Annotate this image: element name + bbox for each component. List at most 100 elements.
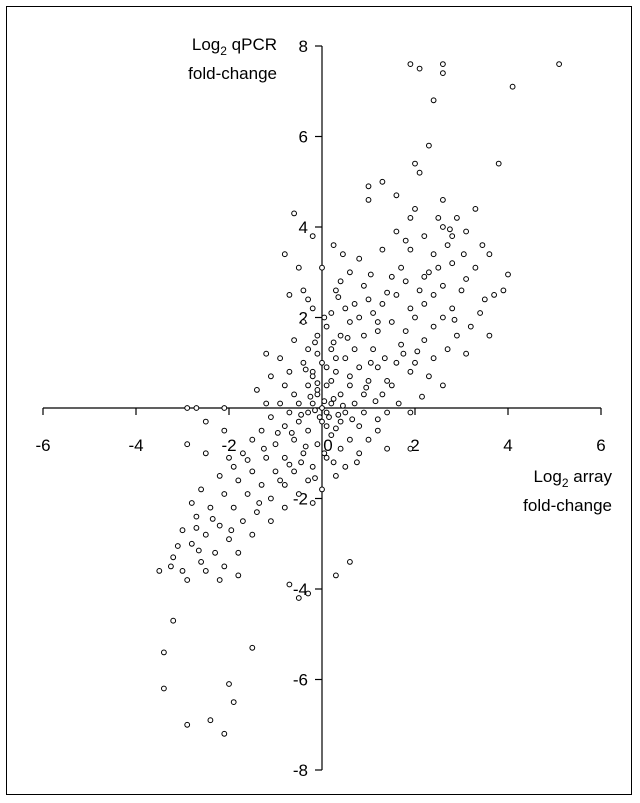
data-point xyxy=(221,427,228,434)
data-point xyxy=(354,459,360,466)
data-point xyxy=(281,504,288,511)
data-point xyxy=(305,296,312,303)
data-point xyxy=(407,246,414,253)
data-point xyxy=(440,197,446,203)
data-point xyxy=(309,305,316,312)
data-point xyxy=(430,292,437,298)
data-point xyxy=(463,276,470,282)
data-point xyxy=(393,292,400,298)
data-point xyxy=(184,405,191,411)
data-point xyxy=(295,595,302,601)
data-point xyxy=(230,463,237,470)
data-point xyxy=(486,332,493,339)
data-point xyxy=(319,359,325,366)
data-point xyxy=(261,445,267,452)
data-point xyxy=(402,237,409,244)
data-point xyxy=(402,328,409,335)
data-point xyxy=(305,382,312,389)
data-point xyxy=(309,373,316,380)
data-point xyxy=(230,504,237,511)
data-point xyxy=(179,568,186,574)
data-point xyxy=(309,463,316,470)
data-point xyxy=(347,382,353,389)
data-point xyxy=(333,287,339,294)
data-point xyxy=(321,398,328,405)
chart-frame xyxy=(6,6,632,795)
data-point xyxy=(295,491,302,497)
data-point xyxy=(379,178,386,185)
x-axis-title-line1: Log2 array xyxy=(533,467,612,490)
x-axis-title-line2: fold-change xyxy=(523,496,612,515)
data-point xyxy=(184,721,191,728)
data-point xyxy=(333,425,339,432)
data-point xyxy=(400,350,407,357)
data-point xyxy=(347,559,353,565)
data-point xyxy=(272,441,279,448)
data-point xyxy=(472,264,479,271)
data-point xyxy=(347,436,353,443)
data-point xyxy=(379,301,386,307)
data-point xyxy=(340,251,346,258)
data-point xyxy=(249,436,256,443)
data-point xyxy=(309,233,316,240)
data-point xyxy=(440,314,446,321)
data-point xyxy=(272,468,279,475)
data-point xyxy=(319,264,325,271)
data-point xyxy=(326,414,332,421)
data-point xyxy=(193,525,200,531)
x-tick-label: 0 xyxy=(323,436,332,455)
data-point xyxy=(388,382,395,389)
data-point xyxy=(421,273,428,280)
data-point xyxy=(388,319,395,325)
data-point xyxy=(430,97,437,104)
data-point xyxy=(454,332,460,339)
data-point xyxy=(412,206,418,212)
data-point xyxy=(414,348,421,355)
data-point xyxy=(193,405,200,411)
data-point xyxy=(430,323,437,330)
data-point xyxy=(244,457,251,463)
data-point xyxy=(295,418,302,425)
data-point xyxy=(440,61,446,67)
data-point xyxy=(221,491,228,497)
data-point xyxy=(321,450,328,457)
data-point xyxy=(463,228,470,235)
data-point xyxy=(509,83,516,90)
data-point xyxy=(316,414,323,421)
x-tick-label: 6 xyxy=(596,436,605,455)
y-axis-title-line2: fold-change xyxy=(188,64,277,83)
data-point xyxy=(402,278,409,285)
data-point xyxy=(268,495,274,502)
data-point xyxy=(449,305,456,312)
data-point xyxy=(281,382,288,389)
data-point xyxy=(321,314,328,321)
data-point xyxy=(161,649,167,656)
data-point xyxy=(330,339,337,346)
data-point xyxy=(240,450,246,457)
data-point xyxy=(286,292,293,298)
data-point xyxy=(337,445,344,452)
data-point xyxy=(314,441,321,448)
data-point xyxy=(216,473,223,479)
x-tick-label: -4 xyxy=(128,436,143,455)
data-point xyxy=(291,468,298,475)
data-point xyxy=(328,400,335,407)
data-point xyxy=(472,206,479,212)
data-point xyxy=(337,332,344,339)
data-point xyxy=(435,264,442,271)
data-point xyxy=(356,450,363,457)
data-point xyxy=(319,486,325,493)
data-point xyxy=(298,459,305,466)
data-point xyxy=(477,310,484,316)
data-point xyxy=(412,160,418,167)
data-point xyxy=(363,384,370,391)
data-point xyxy=(426,142,432,149)
data-point xyxy=(328,346,335,353)
data-point xyxy=(323,382,330,389)
data-point xyxy=(379,391,386,398)
data-point xyxy=(170,554,177,561)
data-point xyxy=(268,414,274,421)
data-point xyxy=(258,427,265,434)
data-point xyxy=(374,427,381,434)
